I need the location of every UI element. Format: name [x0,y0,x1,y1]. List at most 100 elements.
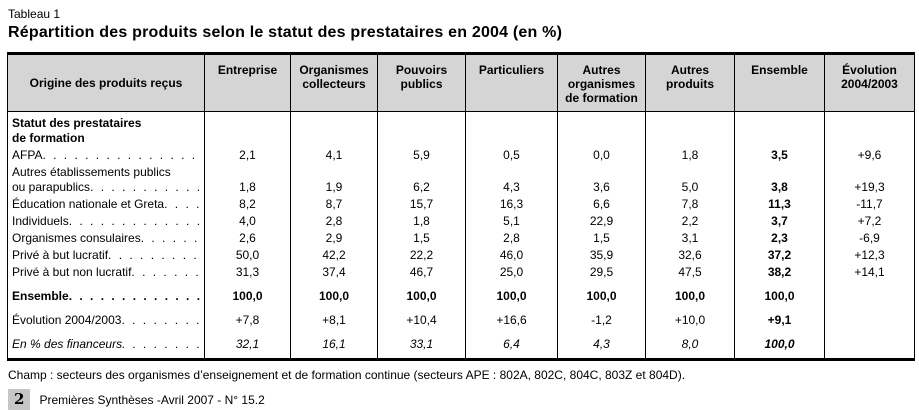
value-cell: 2,8 [290,213,378,230]
value-cell: 3,8 [734,164,825,196]
value-cell: 4,3 [465,164,558,196]
table-row: Éducation nationale et Greta 8,28,715,716… [7,196,915,213]
value-cell: 100,0 [557,281,646,305]
value-cell: 42,2 [290,247,378,264]
value-cell: 46,0 [465,247,558,264]
empty-cell [645,111,735,147]
value-cell: 100,0 [465,281,558,305]
value-cell: 3,6 [557,164,646,196]
value-cell: 2,6 [204,230,291,247]
row-label: Éducation nationale et Greta [12,197,165,211]
value-cell: +8,1 [290,305,378,329]
publication-line: Premières Synthèses -Avril 2007 - N° 15.… [39,392,265,407]
value-cell: 38,2 [734,264,825,281]
value-cell: 100,0 [734,329,825,360]
value-cell: 8,7 [290,196,378,213]
dot-leader [141,231,203,246]
value-cell: 31,3 [204,264,291,281]
row-label: Organismes consulaires [12,231,141,245]
value-cell: 3,5 [734,147,825,164]
value-cell: 1,5 [557,230,646,247]
row-label-cell: En % des financeurs [7,329,205,360]
column-header-pouvoirs-publics: Pouvoirs publics [377,53,466,112]
column-header-entreprise: Entreprise [204,53,291,112]
column-header-origine: Origine des produits reçus [7,53,205,112]
row-label: Individuels [12,214,69,228]
dot-leader [69,214,203,229]
value-cell: 2,8 [465,230,558,247]
section-heading-row: Statut des prestataires de formation [7,111,915,147]
value-cell: 6,4 [465,329,558,360]
column-header-ensemble: Ensemble [734,53,825,112]
value-cell: 11,3 [734,196,825,213]
row-label: Évolution 2004/2003 [12,313,122,327]
row-label-cell: Individuels [7,213,205,230]
table-row: Ensemble100,0100,0100,0100,0100,0100,010… [7,281,915,305]
statistics-table: Origine des produits reçus Entreprise Or… [7,52,915,361]
value-cell: +10,0 [645,305,735,329]
row-label: Ensemble [12,289,69,303]
dot-leader [90,180,203,195]
table-header-row: Origine des produits reçus Entreprise Or… [7,53,915,112]
value-cell: +19,3 [854,180,885,194]
value-cell: 5,9 [377,147,466,164]
value-cell: 37,4 [290,264,378,281]
value-cell: 0,5 [465,147,558,164]
row-label-cell: Évolution 2004/2003 [7,305,205,329]
value-cell: 4,1 [290,147,378,164]
value-cell: 29,5 [557,264,646,281]
table-row: Organismes consulaires2,62,91,52,81,53,1… [7,230,915,247]
empty-cell [290,111,378,147]
value-cell: +9,6 [857,148,882,162]
row-label: ou parapublics [12,180,91,194]
value-cell: 33,1 [377,329,466,360]
row-label-cell: Éducation nationale et Greta [7,196,205,213]
value-cell: 2,2 [645,213,735,230]
value-cell: 47,5 [645,264,735,281]
value-cell: 8,2 [204,196,291,213]
value-cell: 25,0 [465,264,558,281]
value-cell: 15,7 [377,196,466,213]
row-label: de formation [12,131,85,145]
table-row: AFPA 2,14,15,90,50,01,83,5 +9,6 [7,147,915,164]
value-cell: 1,8 [645,147,735,164]
column-header-autres-organismes: Autres organismes de formation [557,53,646,112]
row-label-cell: AFPA [7,147,205,164]
page-number-badge: 2 [8,389,31,410]
dot-leader [121,313,203,328]
value-cell: 1,8 [377,213,466,230]
table-row: Évolution 2004/2003 +7,8+8,1+10,4+16,6-1,… [7,305,915,329]
dot-leader [69,289,203,304]
empty-cell [734,111,825,147]
value-cell: 32,1 [204,329,291,360]
value-cell: 4,3 [557,329,646,360]
value-cell: +7,8 [204,305,291,329]
row-label-cell: Ensemble [7,281,205,305]
value-cell: +7,2 [857,214,882,228]
column-header-organismes-collecteurs: Organismes collecteurs [290,53,378,112]
column-header-evolution: Évolution 2004/2003 [824,53,915,112]
row-label: En % des financeurs [12,337,123,351]
value-cell: 6,6 [557,196,646,213]
value-cell: 2,1 [204,147,291,164]
dot-leader [122,337,203,352]
dot-leader [164,197,203,212]
dot-leader [108,248,203,263]
empty-cell [204,111,291,147]
empty-cell [557,111,646,147]
value-cell: 3,7 [734,213,825,230]
row-label-cell: Autres établissements publics ou parapubl… [7,164,205,196]
value-cell: 8,0 [645,329,735,360]
value-cell: 2,3 [734,230,825,247]
value-cell: 100,0 [290,281,378,305]
row-label-cell: Privé à but non lucratif [7,264,205,281]
value-cell [825,281,915,305]
value-cell: +16,6 [465,305,558,329]
value-cell: 1,8 [204,164,291,196]
page-title: Répartition des produits selon le statut… [8,24,563,41]
value-cell: -6,9 [859,231,880,245]
row-label-cell: Privé à but lucratif [7,247,205,264]
value-cell: 5,1 [465,213,558,230]
value-cell [825,329,915,360]
